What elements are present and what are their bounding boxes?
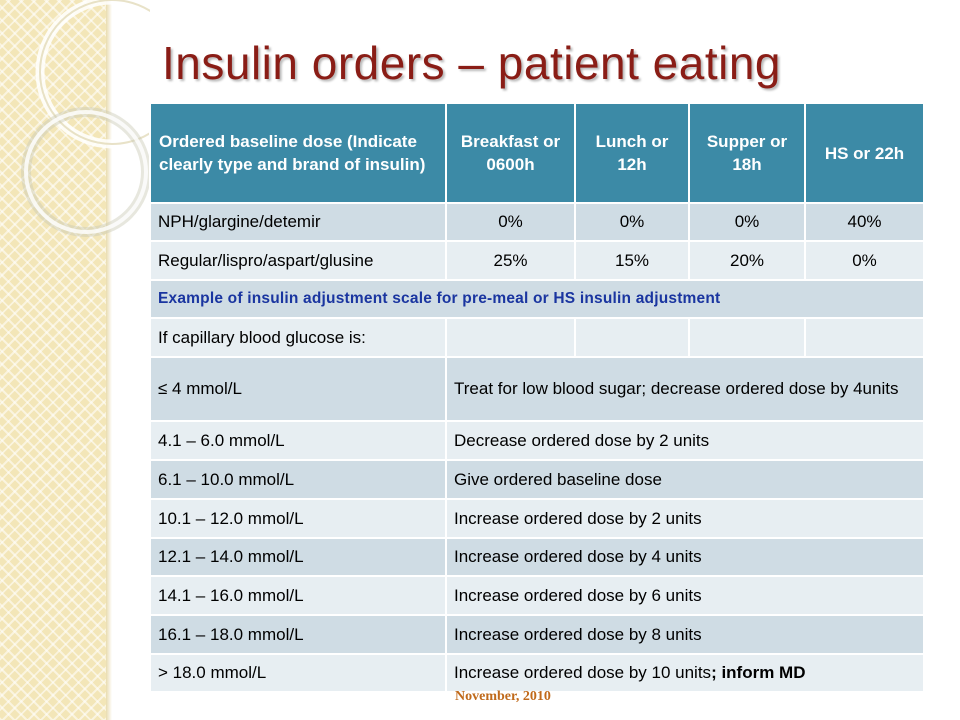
scale-row: 14.1 – 16.0 mmol/L Increase ordered dose… <box>149 575 925 616</box>
glucose-range-cell: 4.1 – 6.0 mmol/L <box>149 420 447 461</box>
glucose-range-cell: > 18.0 mmol/L <box>149 653 447 693</box>
action-cell: Increase ordered dose by 6 units <box>445 575 925 616</box>
dose-row-nph: NPH/glargine/detemir 0% 0% 0% 40% <box>149 202 925 242</box>
header-lunch: Lunch or 12h <box>574 102 690 204</box>
glucose-range-cell: 12.1 – 14.0 mmol/L <box>149 537 447 577</box>
insulin-name-cell: Regular/lispro/aspart/glusine <box>149 240 447 281</box>
example-label: Example of insulin adjustment scale for … <box>149 279 925 319</box>
scale-row: 12.1 – 14.0 mmol/L Increase ordered dose… <box>149 537 925 577</box>
scale-row: 10.1 – 12.0 mmol/L Increase ordered dose… <box>149 498 925 539</box>
header-breakfast: Breakfast or 0600h <box>445 102 576 204</box>
supper-pct-cell: 20% <box>688 240 806 281</box>
lunch-pct-cell: 0% <box>574 202 690 242</box>
action-cell: Increase ordered dose by 8 units <box>445 614 925 655</box>
slide-title: Insulin orders – patient eating <box>162 37 782 89</box>
inform-md-text: ; inform MD <box>711 663 806 682</box>
glucose-header-row: If capillary blood glucose is: <box>149 317 925 358</box>
scale-row: 4.1 – 6.0 mmol/L Decrease ordered dose b… <box>149 420 925 461</box>
decorative-rings <box>21 0 150 237</box>
scale-row: 6.1 – 10.0 mmol/L Give ordered baseline … <box>149 459 925 500</box>
header-supper: Supper or 18h <box>688 102 806 204</box>
action-cell: Decrease ordered dose by 2 units <box>445 420 925 461</box>
empty-cell <box>688 317 806 358</box>
breakfast-pct-cell: 25% <box>445 240 576 281</box>
insulin-orders-table: Ordered baseline dose (Indicate clearly … <box>149 102 925 693</box>
footer-date: November, 2010 <box>455 689 551 704</box>
glucose-range-cell: 10.1 – 12.0 mmol/L <box>149 498 447 539</box>
action-cell: Treat for low blood sugar; decrease orde… <box>445 356 925 422</box>
supper-pct-cell: 0% <box>688 202 806 242</box>
scale-row: ≤ 4 mmol/L Treat for low blood sugar; de… <box>149 356 925 422</box>
glucose-range-cell: 16.1 – 18.0 mmol/L <box>149 614 447 655</box>
action-text: Increase ordered dose by 10 units <box>454 663 712 682</box>
glucose-range-cell: 6.1 – 10.0 mmol/L <box>149 459 447 500</box>
hs-pct-cell: 0% <box>804 240 925 281</box>
lunch-pct-cell: 15% <box>574 240 690 281</box>
header-hs: HS or 22h <box>804 102 925 204</box>
glucose-range-cell: 14.1 – 16.0 mmol/L <box>149 575 447 616</box>
action-cell: Increase ordered dose by 2 units <box>445 498 925 539</box>
action-cell: Give ordered baseline dose <box>445 459 925 500</box>
side-band-edge <box>106 0 112 720</box>
scale-row: > 18.0 mmol/L Increase ordered dose by 1… <box>149 653 925 693</box>
empty-cell <box>804 317 925 358</box>
header-baseline-dose: Ordered baseline dose (Indicate clearly … <box>149 102 447 204</box>
glucose-header-cell: If capillary blood glucose is: <box>149 317 447 358</box>
action-cell: Increase ordered dose by 10 units; infor… <box>445 653 925 693</box>
dose-row-regular: Regular/lispro/aspart/glusine 25% 15% 20… <box>149 240 925 281</box>
insulin-name-cell: NPH/glargine/detemir <box>149 202 447 242</box>
example-row: Example of insulin adjustment scale for … <box>149 279 925 319</box>
hs-pct-cell: 40% <box>804 202 925 242</box>
scale-row: 16.1 – 18.0 mmol/L Increase ordered dose… <box>149 614 925 655</box>
glucose-range-cell: ≤ 4 mmol/L <box>149 356 447 422</box>
breakfast-pct-cell: 0% <box>445 202 576 242</box>
action-cell: Increase ordered dose by 4 units <box>445 537 925 577</box>
empty-cell <box>445 317 576 358</box>
empty-cell <box>574 317 690 358</box>
table-header-row: Ordered baseline dose (Indicate clearly … <box>149 102 925 204</box>
